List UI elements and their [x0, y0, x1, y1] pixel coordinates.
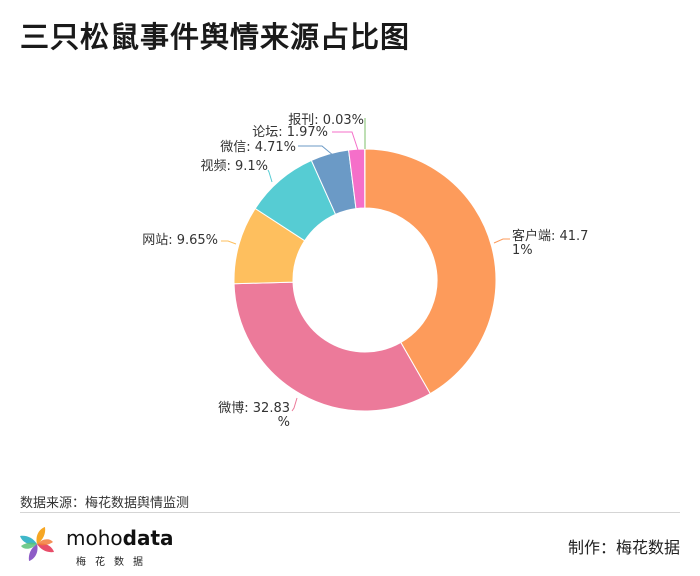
leader-line-6: [332, 131, 359, 151]
slice-label-6: 论坛: 1.97%: [252, 125, 328, 140]
slice-label-7: 报刊: 0.03%: [288, 113, 364, 128]
slice-label-1: 客户端: 41.7 1%: [512, 228, 588, 258]
mohodata-logo: mohodata 梅花数据: [18, 522, 188, 568]
footer-divider: [20, 512, 680, 513]
slice-2: [233, 281, 431, 412]
leader-line-3: [221, 240, 237, 245]
leader-line-1: [493, 238, 510, 244]
slice-1: [364, 148, 497, 395]
pinwheel-icon: [20, 527, 54, 561]
slice-label-2: 微博: 32.83%: [218, 401, 290, 430]
chart-title: 三只松鼠事件舆情来源占比图: [20, 20, 411, 54]
slice-label-4: 视频: 9.1%: [200, 159, 268, 174]
logo-subtitle: 梅花数据: [76, 557, 152, 568]
leader-line-2: [291, 397, 298, 412]
credit-text: 制作：梅花数据: [567, 538, 680, 557]
data-source: 数据来源：梅花数据舆情监测: [20, 496, 190, 511]
slice-label-3: 网站: 9.65%: [142, 233, 218, 248]
slice-label-5: 微信: 4.71%: [220, 140, 296, 155]
leader-line-5: [298, 145, 335, 157]
logo-wordmark: mohodata: [66, 526, 174, 550]
leader-line-4: [267, 169, 273, 183]
